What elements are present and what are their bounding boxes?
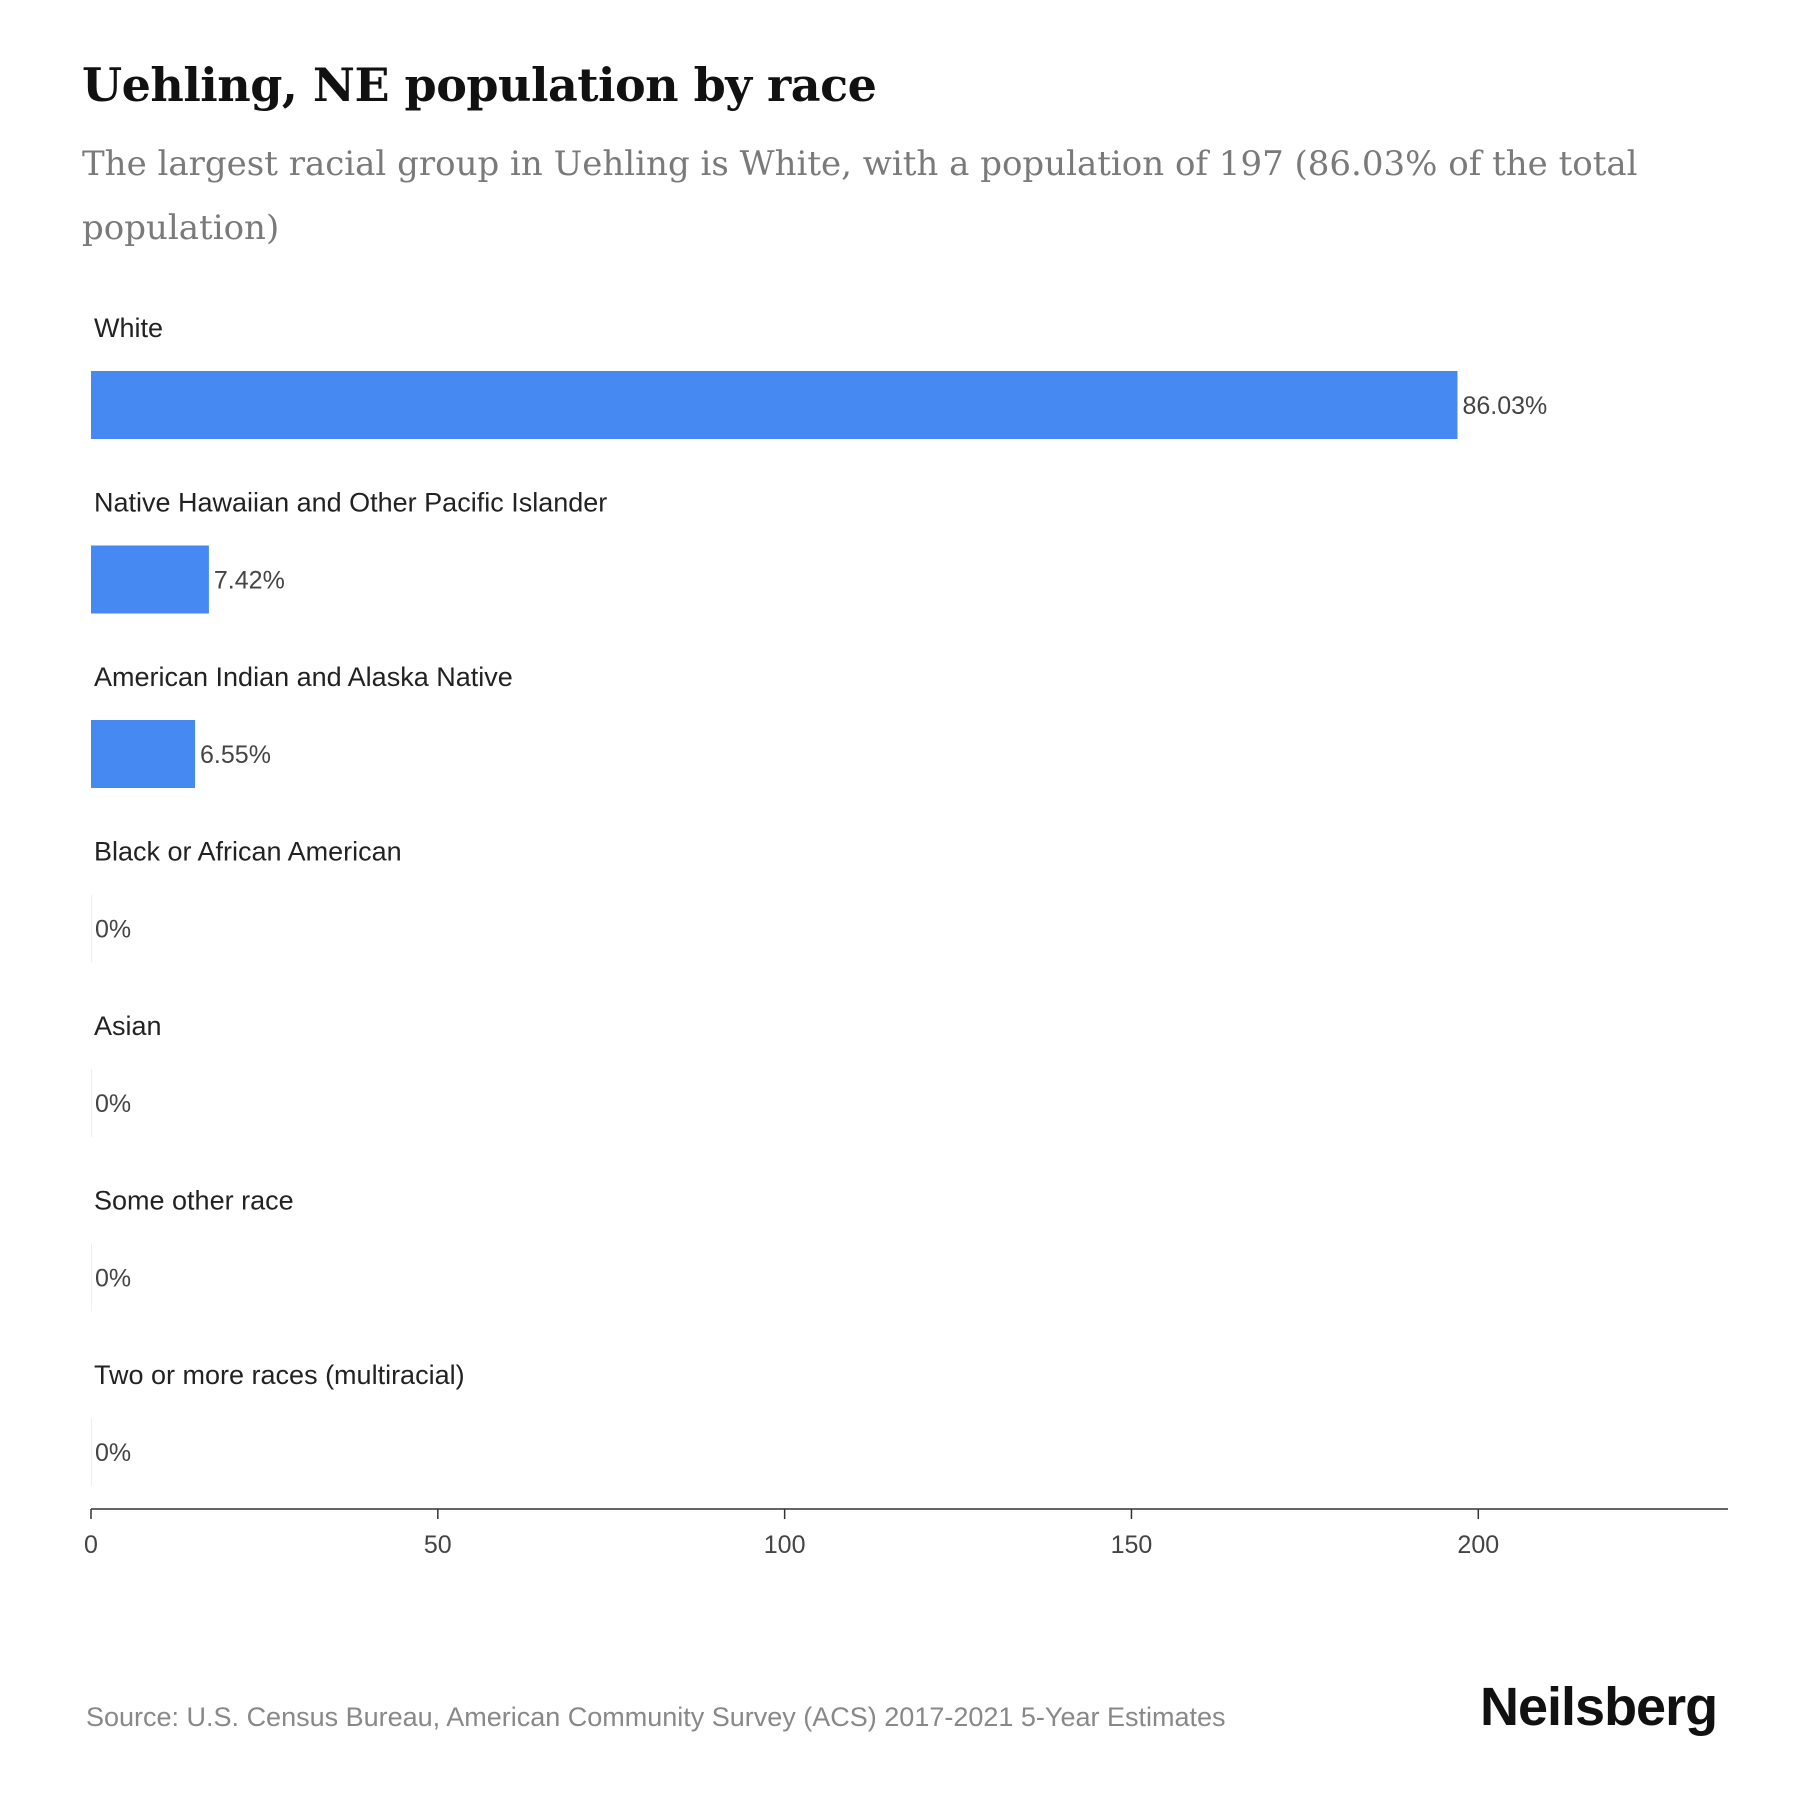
- category-label: Black or African American: [94, 837, 402, 867]
- category-label: White: [94, 313, 163, 343]
- category-label: Some other race: [94, 1186, 294, 1216]
- bar: [91, 371, 1458, 439]
- x-tick-label: 200: [1457, 1531, 1499, 1559]
- chart-subtitle: The largest racial group in Uehling is W…: [82, 144, 1638, 248]
- brand-logo: Neilsberg: [1480, 1677, 1718, 1737]
- category-label: Two or more races (multiracial): [94, 1360, 465, 1390]
- bar: [91, 545, 209, 614]
- value-label: 0%: [95, 1439, 131, 1467]
- chart-title: Uehling, NE population by race: [82, 58, 877, 112]
- value-label: 7.42%: [214, 567, 285, 595]
- x-tick-label: 0: [84, 1531, 98, 1559]
- x-tick-label: 150: [1111, 1531, 1153, 1559]
- bar: [91, 720, 196, 788]
- value-label: 86.03%: [1462, 392, 1547, 420]
- source-note: Source: U.S. Census Bureau, American Com…: [86, 1702, 1226, 1732]
- value-label: 0%: [95, 1090, 131, 1118]
- x-tick-label: 50: [424, 1531, 452, 1559]
- category-label: Asian: [94, 1011, 162, 1041]
- value-label: 0%: [95, 916, 131, 944]
- value-label: 6.55%: [200, 741, 271, 769]
- value-label: 0%: [95, 1265, 131, 1293]
- category-label: American Indian and Alaska Native: [94, 662, 513, 692]
- category-label: Native Hawaiian and Other Pacific Island…: [94, 488, 607, 518]
- x-tick-label: 100: [764, 1531, 806, 1559]
